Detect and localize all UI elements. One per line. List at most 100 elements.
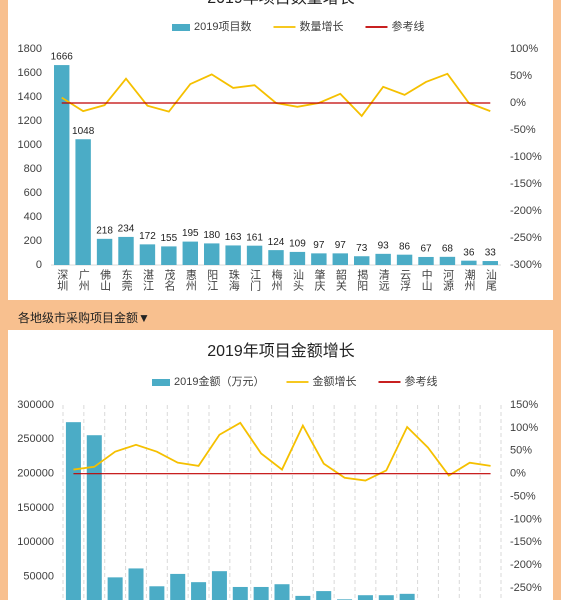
x-tick-label: 河源: [442, 269, 455, 292]
value-label: 195: [182, 228, 199, 239]
legend-label: 参考线: [404, 374, 437, 388]
value-label: 124: [268, 237, 285, 248]
value-label: 109: [289, 239, 306, 250]
bar: [139, 244, 156, 265]
bar: [399, 593, 415, 600]
line: [73, 421, 491, 482]
legend-label: 金额增长: [312, 374, 356, 388]
legend-label: 数量增长: [299, 19, 343, 33]
x-tick-label: 深圳: [56, 269, 69, 291]
x-tick-label: 东莞: [120, 269, 133, 292]
chart-title: 2019年项目金额增长: [207, 342, 355, 360]
bar: [246, 245, 263, 265]
value-label: 218: [96, 225, 113, 236]
bar: [332, 253, 348, 265]
bar: [274, 584, 290, 600]
x-tick-label: 惠州: [184, 268, 197, 291]
bar: [289, 251, 306, 265]
value-label: 73: [356, 243, 368, 254]
bar: [191, 582, 207, 600]
y2-tick-label: -150%: [510, 536, 542, 548]
legend-swatch: [152, 379, 170, 386]
bar: [253, 586, 269, 600]
x-tick-label: 汕尾: [484, 269, 497, 291]
value-label: 1048: [72, 126, 95, 137]
y-tick-label: 200000: [17, 468, 54, 480]
bar: [378, 595, 394, 600]
y2-tick-label: -100%: [510, 513, 542, 525]
bar: [461, 260, 477, 265]
y2-tick-label: 50%: [510, 445, 532, 457]
value-label: 36: [463, 247, 475, 258]
bar: [86, 435, 102, 600]
value-label: 86: [399, 241, 411, 252]
section-label: 各地级市采购项目金额▼: [18, 310, 150, 325]
y-tick-label: 600: [24, 187, 42, 199]
y2-tick-label: -300%: [510, 259, 542, 271]
y-tick-label: 1200: [18, 115, 42, 127]
y-tick-label: 200: [24, 235, 42, 247]
x-tick-label: 珠海: [227, 268, 240, 292]
value-label: 172: [139, 231, 156, 242]
chart-title: 2019年项目数量增长: [207, 0, 355, 7]
x-tick-label: 清远: [377, 269, 390, 291]
x-tick-label: 揭阳: [356, 268, 369, 291]
y2-tick-label: 0%: [510, 468, 526, 480]
bar: [149, 586, 165, 600]
x-tick-label: 湛江: [142, 269, 155, 291]
x-tick-label: 汕头: [292, 269, 305, 291]
x-tick-label: 中山: [420, 269, 432, 291]
value-label: 180: [203, 230, 220, 241]
bar: [354, 256, 370, 265]
bar: [375, 253, 391, 265]
y-tick-label: 1000: [18, 139, 42, 151]
bar: [482, 261, 498, 265]
y2-tick-label: -200%: [510, 559, 542, 571]
bar: [128, 568, 144, 600]
y2-tick-label: -150%: [510, 178, 542, 190]
value-label: 163: [225, 232, 242, 243]
value-label: 97: [313, 240, 325, 251]
y-tick-label: 100000: [17, 536, 54, 548]
y2-tick-label: -100%: [510, 151, 542, 163]
bar: [295, 595, 311, 600]
legend-label: 2019金额（万元）: [174, 374, 264, 388]
bar: [232, 586, 248, 600]
bar: [396, 254, 413, 265]
x-tick-label: 佛山: [99, 269, 112, 291]
y2-tick-label: -200%: [510, 205, 542, 217]
y-tick-label: 400: [24, 211, 42, 223]
x-tick-label: 潮州: [463, 268, 476, 291]
bar: [96, 238, 113, 265]
bar: [204, 243, 220, 265]
x-tick-label: 阳江: [206, 269, 219, 291]
y-tick-label: 250000: [17, 433, 54, 445]
y2-tick-label: -250%: [510, 232, 542, 244]
y2-tick-label: 50%: [510, 70, 532, 82]
y-tick-label: 50000: [23, 571, 54, 583]
legend-label: 2019项目数: [194, 20, 251, 33]
y-tick-label: 1600: [18, 67, 42, 79]
value-label: 97: [335, 240, 347, 251]
y-tick-label: 0: [36, 259, 42, 271]
bar: [107, 577, 123, 600]
x-tick-label: 肇庆: [313, 268, 326, 292]
legend-label: 参考线: [391, 19, 424, 33]
y2-tick-label: 0%: [510, 97, 526, 109]
bar: [54, 65, 70, 265]
y-tick-label: 300000: [17, 399, 54, 411]
y2-tick-label: -50%: [510, 490, 536, 502]
y2-tick-label: -250%: [510, 582, 542, 594]
bar: [161, 246, 177, 265]
x-tick-label: 梅州: [270, 268, 283, 291]
x-tick-label: 茂名: [163, 268, 176, 291]
legend-swatch: [172, 24, 190, 31]
bar: [75, 139, 91, 265]
x-tick-label: 江门: [249, 269, 261, 292]
bar: [118, 236, 134, 265]
y-tick-label: 1800: [18, 43, 42, 55]
y2-tick-label: 100%: [510, 422, 538, 434]
x-tick-label: 广州: [77, 269, 90, 291]
bar: [316, 591, 332, 600]
